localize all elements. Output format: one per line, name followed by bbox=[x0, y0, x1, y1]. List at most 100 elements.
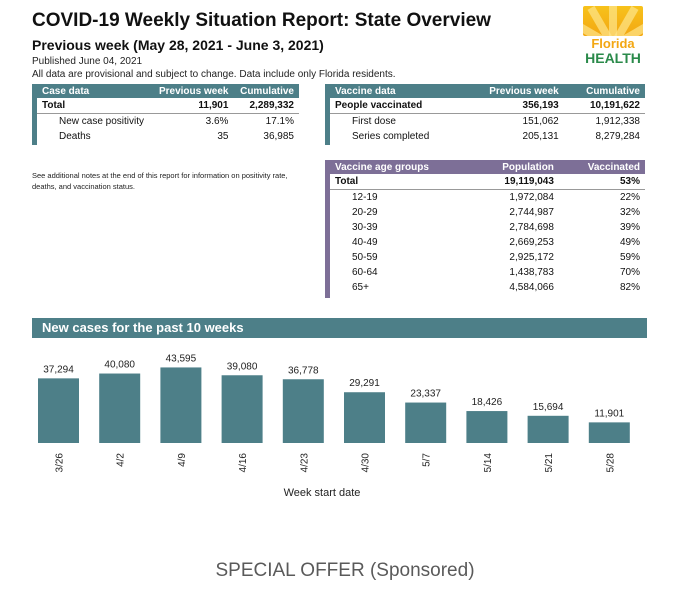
bar-value-label: 15,694 bbox=[533, 402, 564, 413]
provisional-note: All data are provisional and subject to … bbox=[32, 69, 396, 80]
row-label: 50-59 bbox=[352, 252, 378, 263]
x-tick-label: 5/28 bbox=[605, 453, 616, 473]
additional-notes: See additional notes at the end of this … bbox=[32, 171, 288, 191]
row-cum: 8,279,284 bbox=[595, 131, 641, 142]
row-vac: 59% bbox=[619, 252, 640, 263]
case-table-sidebar bbox=[32, 84, 37, 145]
row-cum: 17.1% bbox=[265, 116, 294, 127]
vaccine-header-label: Vaccine data bbox=[330, 84, 463, 98]
logo-word-health: HEALTH bbox=[585, 50, 641, 66]
x-tick-label: 4/30 bbox=[361, 453, 372, 473]
table-row: First dose 151,062 1,912,338 bbox=[330, 114, 645, 130]
row-label: 30-39 bbox=[352, 222, 378, 233]
row-pop: 2,669,253 bbox=[509, 237, 554, 248]
vaccine-data-table: Vaccine data Previous week Cumulative Pe… bbox=[330, 84, 645, 144]
row-vac: 49% bbox=[619, 237, 640, 248]
row-label: 60-64 bbox=[352, 267, 378, 278]
vaccine-age-table: Vaccine age groups Population Vaccinated… bbox=[330, 160, 645, 295]
bar-value-label: 36,778 bbox=[288, 365, 319, 376]
row-pop: 1,438,783 bbox=[509, 267, 554, 278]
age-table-sidebar bbox=[325, 160, 330, 298]
report-subtitle: Previous week (May 28, 2021 - June 3, 20… bbox=[32, 37, 324, 53]
x-tick-label: 4/16 bbox=[238, 453, 249, 473]
row-vac: 82% bbox=[619, 282, 640, 293]
sun-icon bbox=[583, 6, 643, 36]
row-pop: 2,744,987 bbox=[509, 207, 554, 218]
table-row: Deaths 35 36,985 bbox=[37, 129, 299, 144]
row-cum: 2,289,332 bbox=[233, 98, 299, 114]
florida-health-logo: Florida HEALTH bbox=[583, 6, 643, 66]
age-header-vac: Vaccinated bbox=[558, 160, 645, 174]
case-header-cum: Cumulative bbox=[233, 84, 299, 98]
x-axis-label: Week start date bbox=[284, 487, 361, 499]
sponsored-offer-label[interactable]: SPECIAL OFFER (Sponsored) bbox=[215, 560, 475, 581]
table-row: People vaccinated 356,193 10,191,622 bbox=[330, 98, 645, 114]
row-prev: 205,131 bbox=[522, 131, 559, 142]
row-label: 20-29 bbox=[352, 207, 378, 218]
x-tick-label: 5/7 bbox=[422, 453, 433, 467]
x-tick-label: 4/2 bbox=[116, 453, 127, 467]
table-row: 65+ 4,584,066 82% bbox=[330, 280, 645, 295]
table-row: 30-39 2,784,698 39% bbox=[330, 220, 645, 235]
row-cum: 10,191,622 bbox=[563, 98, 645, 114]
row-prev: 11,901 bbox=[151, 98, 234, 114]
bar-4-16 bbox=[221, 375, 263, 443]
vaccine-header-cum: Cumulative bbox=[563, 84, 645, 98]
table-row: 60-64 1,438,783 70% bbox=[330, 265, 645, 280]
row-pop: 19,119,043 bbox=[473, 174, 559, 190]
logo-word-florida: Florida bbox=[591, 36, 635, 51]
table-row: Total 11,901 2,289,332 bbox=[37, 98, 299, 114]
row-cum: 1,912,338 bbox=[595, 116, 641, 127]
bar-value-label: 29,291 bbox=[349, 378, 380, 389]
row-pop: 2,784,698 bbox=[509, 222, 554, 233]
row-prev: 3.6% bbox=[205, 116, 229, 127]
bar-value-label: 18,426 bbox=[472, 397, 503, 408]
row-label: 40-49 bbox=[352, 237, 378, 248]
row-pop: 2,925,172 bbox=[509, 252, 554, 263]
table-row: 50-59 2,925,172 59% bbox=[330, 250, 645, 265]
row-label: Series completed bbox=[352, 131, 430, 142]
row-vac: 39% bbox=[619, 222, 640, 233]
row-vac: 32% bbox=[619, 207, 640, 218]
x-tick-label: 3/26 bbox=[55, 453, 66, 473]
chart-title: New cases for the past 10 weeks bbox=[32, 318, 647, 338]
bar-value-label: 43,595 bbox=[166, 353, 197, 364]
bar-5-21 bbox=[527, 415, 569, 443]
case-data-table: Case data Previous week Cumulative Total… bbox=[37, 84, 299, 144]
bar-3-26 bbox=[38, 378, 79, 443]
row-label: First dose bbox=[352, 116, 396, 127]
published-date: Published June 04, 2021 bbox=[32, 56, 143, 67]
table-row: Total 19,119,043 53% bbox=[330, 174, 645, 190]
table-row: 20-29 2,744,987 32% bbox=[330, 205, 645, 220]
row-cum: 36,985 bbox=[263, 131, 294, 142]
row-prev: 356,193 bbox=[462, 98, 564, 114]
row-label: Total bbox=[37, 98, 152, 114]
vaccine-table-sidebar bbox=[325, 84, 330, 145]
age-table-header: Vaccine age groups Population Vaccinated bbox=[330, 160, 645, 174]
case-header-label: Case data bbox=[37, 84, 152, 98]
x-tick-label: 5/14 bbox=[483, 453, 494, 473]
table-row: Series completed 205,131 8,279,284 bbox=[330, 129, 645, 144]
case-header-prev: Previous week bbox=[151, 84, 234, 98]
vaccine-header-prev: Previous week bbox=[462, 84, 564, 98]
vaccine-table-header: Vaccine data Previous week Cumulative bbox=[330, 84, 645, 98]
bar-5-7 bbox=[405, 402, 447, 443]
row-vac: 22% bbox=[619, 192, 640, 203]
x-tick-label: 4/23 bbox=[299, 453, 310, 473]
x-tick-label: 5/21 bbox=[544, 453, 555, 473]
row-label: Total bbox=[330, 174, 474, 190]
bar-5-14 bbox=[466, 411, 508, 443]
age-header-pop: Population bbox=[473, 160, 559, 174]
row-label: 65+ bbox=[352, 282, 369, 293]
row-label: Deaths bbox=[59, 131, 91, 142]
table-row: 12-19 1,972,084 22% bbox=[330, 190, 645, 206]
bar-5-28 bbox=[588, 422, 630, 443]
bar-value-label: 23,337 bbox=[410, 389, 441, 400]
bar-value-label: 39,080 bbox=[227, 361, 258, 372]
bar-value-label: 37,294 bbox=[43, 364, 74, 375]
row-label: 12-19 bbox=[352, 192, 378, 203]
bar-4-2 bbox=[99, 373, 141, 443]
row-label: New case positivity bbox=[59, 116, 145, 127]
report-title: COVID-19 Weekly Situation Report: State … bbox=[32, 10, 491, 31]
bar-value-label: 11,901 bbox=[594, 408, 624, 419]
